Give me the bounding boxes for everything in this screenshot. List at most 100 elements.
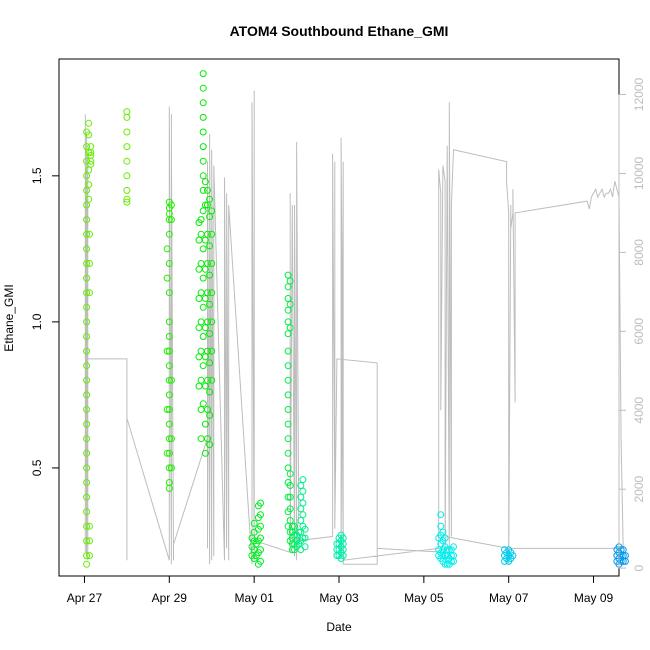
data-point (195, 324, 203, 332)
series-2 (195, 70, 216, 457)
series-8 (501, 546, 517, 565)
data-points-layer (83, 70, 629, 568)
plot-frame (58, 58, 620, 577)
data-point (83, 537, 91, 545)
data-point (339, 534, 347, 542)
data-point (284, 435, 292, 443)
x-tick-label: Apr 29 (152, 591, 188, 605)
data-point (199, 362, 207, 370)
data-point (297, 493, 305, 501)
y-right-tick-label: 12000 (632, 78, 646, 112)
data-point (204, 406, 211, 413)
data-point (123, 113, 131, 121)
data-point (167, 201, 175, 209)
data-point (206, 330, 214, 338)
data-point (83, 391, 91, 399)
data-point (197, 347, 205, 355)
data-point (299, 511, 307, 519)
data-point (165, 484, 173, 492)
series-6 (333, 531, 347, 562)
data-point (163, 347, 171, 355)
data-point (301, 525, 309, 533)
data-point (83, 493, 91, 501)
data-point (163, 449, 171, 457)
data-point (197, 376, 205, 384)
data-point (87, 151, 95, 159)
data-point (197, 289, 205, 297)
data-point (199, 186, 207, 194)
data-point (199, 245, 207, 253)
data-point (208, 207, 216, 215)
data-point (83, 245, 91, 253)
data-point (291, 522, 298, 530)
x-tick-label: May 01 (234, 591, 274, 605)
data-point (83, 479, 91, 486)
chart-title: ATOM4 Southbound Ethane_GMI (230, 23, 449, 39)
data-point (86, 522, 93, 530)
data-point (167, 376, 175, 384)
data-point (83, 216, 91, 224)
data-point (83, 406, 91, 413)
series-9 (613, 543, 629, 568)
data-point (85, 195, 93, 203)
x-tick-label: May 09 (574, 591, 614, 605)
data-point (195, 236, 203, 244)
data-point (123, 195, 131, 203)
data-point (204, 435, 211, 443)
data-point (195, 295, 203, 302)
y-right-tick-label: 0 (632, 564, 646, 571)
data-point (284, 330, 292, 338)
data-point (286, 505, 294, 513)
data-point (450, 543, 457, 551)
data-point (286, 482, 294, 489)
data-point (83, 522, 91, 530)
data-point (284, 318, 292, 326)
data-point (83, 420, 91, 428)
data-point (201, 449, 209, 457)
data-point (206, 300, 214, 308)
data-point (301, 534, 309, 542)
data-point (208, 347, 216, 355)
data-point (83, 143, 91, 151)
data-point (286, 300, 294, 308)
data-point (439, 528, 447, 536)
data-point (199, 84, 207, 92)
data-point (199, 400, 207, 408)
data-point (83, 347, 91, 355)
y-right-tick-label: 8000 (632, 239, 646, 266)
data-point (619, 546, 627, 554)
data-point (297, 517, 305, 524)
data-point (165, 376, 173, 384)
data-point (163, 274, 171, 282)
data-point (208, 289, 216, 297)
series-1 (163, 198, 175, 492)
data-point (284, 493, 292, 501)
data-point (204, 260, 211, 267)
data-point (297, 546, 305, 554)
data-point (123, 108, 131, 116)
data-point (83, 274, 91, 282)
data-point (284, 271, 292, 279)
data-point (195, 382, 203, 390)
y-axis-right: 0 2000 4000 6000 8000 10000 12000 (618, 78, 646, 571)
data-point (83, 560, 91, 568)
data-point (284, 306, 292, 314)
data-point (167, 216, 175, 224)
data-point (199, 143, 207, 151)
data-point (83, 318, 91, 326)
data-point (199, 128, 207, 136)
data-point (123, 128, 131, 136)
data-point (195, 219, 203, 227)
data-point (199, 99, 207, 107)
data-point (167, 435, 175, 443)
data-point (165, 391, 173, 399)
data-point (197, 435, 205, 443)
data-point (257, 557, 264, 565)
data-point (509, 552, 517, 560)
data-point (197, 260, 205, 267)
data-point (257, 546, 264, 554)
data-point (83, 362, 91, 370)
data-point (299, 534, 307, 542)
data-point (301, 543, 309, 551)
data-point (83, 230, 91, 238)
